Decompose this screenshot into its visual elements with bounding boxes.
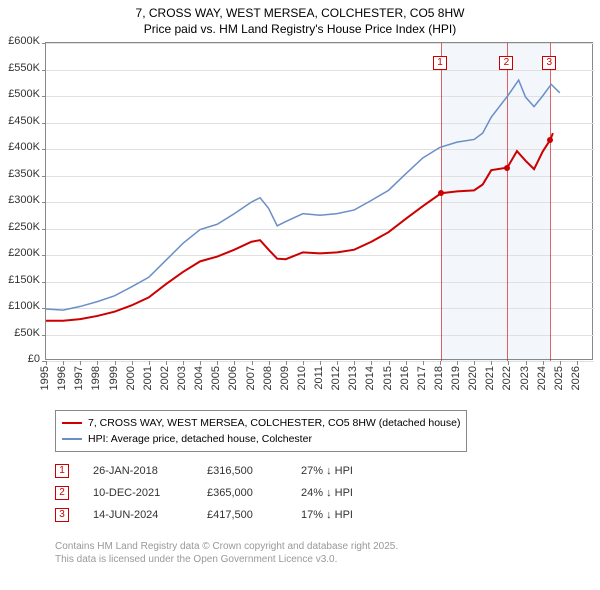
x-axis-label: 2018	[433, 366, 445, 390]
x-axis-label: 1997	[73, 366, 85, 390]
chart-title: 7, CROSS WAY, WEST MERSEA, COLCHESTER, C…	[0, 0, 600, 41]
x-axis-label: 2011	[313, 366, 325, 390]
x-axis-label: 2000	[125, 366, 137, 390]
attribution-line1: Contains HM Land Registry data © Crown c…	[55, 540, 398, 553]
legend-swatch	[62, 422, 82, 424]
x-axis-label: 2010	[296, 366, 308, 390]
y-axis-label: £100K	[0, 300, 40, 312]
x-axis-label: 1995	[39, 366, 51, 390]
attribution-line2: This data is licensed under the Open Gov…	[55, 553, 398, 566]
y-axis-label: £400K	[0, 141, 40, 153]
legend-label: HPI: Average price, detached house, Colc…	[88, 433, 312, 445]
sale-index: 1	[55, 464, 69, 478]
x-axis-label: 2006	[227, 366, 239, 390]
sale-price: £365,000	[207, 487, 277, 499]
sale-price: £316,500	[207, 465, 277, 477]
sale-dot	[438, 190, 444, 196]
sale-row: 1 26-JAN-2018 £316,500 27% ↓ HPI	[55, 460, 381, 482]
sale-marker-1: 1	[433, 56, 447, 70]
x-axis-label: 2007	[245, 366, 257, 390]
x-axis-label: 2020	[467, 366, 479, 390]
x-axis-label: 1998	[90, 366, 102, 390]
sale-pct-vs-hpi: 27% ↓ HPI	[301, 465, 381, 477]
y-axis-label: £350K	[0, 168, 40, 180]
sale-row: 2 10-DEC-2021 £365,000 24% ↓ HPI	[55, 482, 381, 504]
y-axis-label: £450K	[0, 115, 40, 127]
x-axis-label: 2014	[364, 366, 376, 390]
title-line2: Price paid vs. HM Land Registry's House …	[10, 22, 590, 38]
chart-plot-area	[45, 42, 593, 360]
sales-table: 1 26-JAN-2018 £316,500 27% ↓ HPI 2 10-DEC-202…	[55, 460, 381, 526]
legend: 7, CROSS WAY, WEST MERSEA, COLCHESTER, C…	[55, 410, 467, 452]
y-axis-label: £0	[0, 353, 40, 365]
legend-item-hpi: HPI: Average price, detached house, Colc…	[62, 431, 460, 447]
y-axis-label: £150K	[0, 274, 40, 286]
y-axis-label: £600K	[0, 35, 40, 47]
x-axis-label: 2017	[416, 366, 428, 390]
chart-lines	[46, 43, 594, 361]
y-axis-label: £550K	[0, 62, 40, 74]
x-axis-label: 2023	[519, 366, 531, 390]
series-hpi	[46, 80, 560, 310]
sale-dot	[504, 165, 510, 171]
title-line1: 7, CROSS WAY, WEST MERSEA, COLCHESTER, C…	[10, 6, 590, 22]
legend-item-price-paid: 7, CROSS WAY, WEST MERSEA, COLCHESTER, C…	[62, 415, 460, 431]
sale-index: 2	[55, 486, 69, 500]
x-axis-label: 2002	[159, 366, 171, 390]
x-axis-label: 2005	[210, 366, 222, 390]
x-axis-label: 2004	[193, 366, 205, 390]
x-axis-label: 1996	[56, 366, 68, 390]
y-axis-label: £500K	[0, 88, 40, 100]
sale-price: £417,500	[207, 509, 277, 521]
x-axis-label: 2019	[450, 366, 462, 390]
sale-date: 26-JAN-2018	[93, 465, 183, 477]
sale-pct-vs-hpi: 17% ↓ HPI	[301, 509, 381, 521]
x-axis-label: 2003	[176, 366, 188, 390]
legend-swatch	[62, 438, 82, 440]
x-axis-label: 2026	[570, 366, 582, 390]
x-axis-label: 2025	[553, 366, 565, 390]
x-axis-label: 2008	[262, 366, 274, 390]
legend-label: 7, CROSS WAY, WEST MERSEA, COLCHESTER, C…	[88, 417, 460, 429]
y-axis-label: £200K	[0, 247, 40, 259]
sale-pct-vs-hpi: 24% ↓ HPI	[301, 487, 381, 499]
x-axis-label: 2022	[501, 366, 513, 390]
sale-marker-2: 2	[499, 56, 513, 70]
attribution: Contains HM Land Registry data © Crown c…	[55, 540, 398, 566]
x-axis-label: 2015	[382, 366, 394, 390]
x-axis-label: 2009	[279, 366, 291, 390]
sale-dot	[547, 137, 553, 143]
x-axis-label: 1999	[108, 366, 120, 390]
sale-date: 10-DEC-2021	[93, 487, 183, 499]
y-axis-label: £300K	[0, 194, 40, 206]
sale-row: 3 14-JUN-2024 £417,500 17% ↓ HPI	[55, 504, 381, 526]
y-axis-label: £250K	[0, 221, 40, 233]
sale-marker-3: 3	[542, 56, 556, 70]
x-axis-label: 2013	[347, 366, 359, 390]
sale-index: 3	[55, 508, 69, 522]
x-axis-label: 2021	[484, 366, 496, 390]
sale-date: 14-JUN-2024	[93, 509, 183, 521]
x-axis-label: 2016	[399, 366, 411, 390]
x-axis-label: 2001	[142, 366, 154, 390]
y-axis-label: £50K	[0, 327, 40, 339]
x-axis-label: 2012	[330, 366, 342, 390]
x-axis-label: 2024	[536, 366, 548, 390]
